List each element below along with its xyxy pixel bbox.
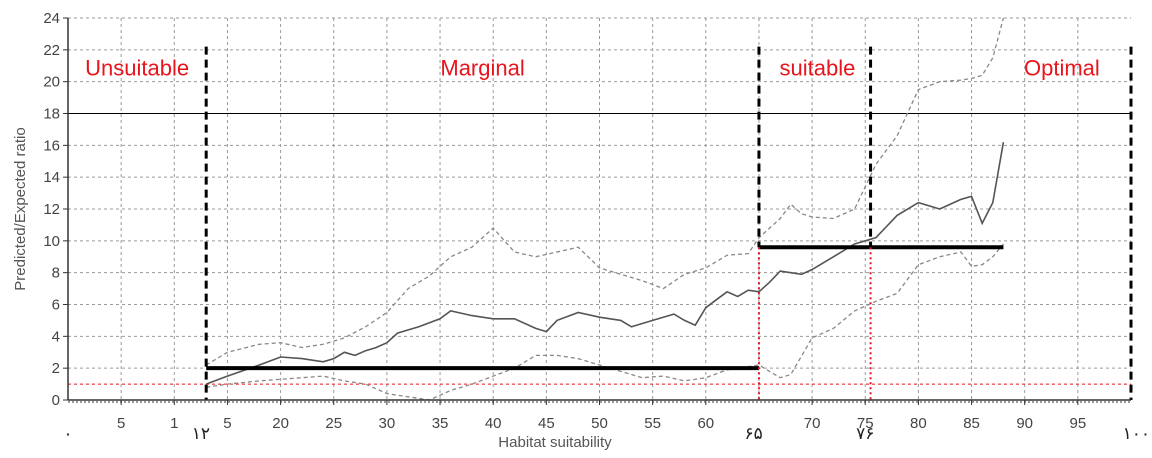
boundary-label: ١٠٠ [1123, 424, 1150, 444]
zone-label: Marginal [440, 55, 524, 80]
zone-boundaries [204, 46, 1133, 400]
x-tick-label: 75 [857, 415, 874, 432]
x-ticks: 5 1 5 20 25 30 35 40 45 50 55 60 70 75 80 85 90 95 [117, 400, 1086, 432]
y-axis-title: Predicted/Expected ratio [12, 127, 29, 290]
y-tick-label: 6 [52, 297, 60, 314]
y-tick-label: 12 [43, 201, 60, 218]
series-line-bound [206, 243, 1004, 401]
series-group [205, 17, 1005, 401]
y-tick-label: 22 [43, 42, 60, 59]
boundary-label: ۶۵ [745, 424, 763, 444]
boundary-label: ١٢ [192, 424, 210, 444]
y-tick-label: 4 [52, 328, 60, 345]
y-tick-label: 0 [52, 392, 60, 409]
y-tick-label: 24 [43, 10, 60, 27]
y-tick-label: 20 [43, 74, 60, 91]
x-tick-label: 25 [325, 415, 342, 432]
y-tick-label: 16 [43, 137, 60, 154]
x-tick-label: 40 [485, 415, 502, 432]
zone-label: Unsuitable [85, 55, 189, 80]
y-tick-label: 14 [43, 169, 60, 186]
zone-label: suitable [779, 55, 855, 80]
zone-labels: Unsuitable Marginal suitable Optimal [85, 55, 1100, 80]
x-tick-label: 20 [272, 415, 289, 432]
y-tick-label: 2 [52, 360, 60, 377]
y-tick-label: 18 [43, 106, 60, 123]
extra-x-labels: ٠ ١٢ ۶۵ ٧۶ ١٠٠ [63, 424, 1150, 444]
x-tick-label: 5 [223, 415, 231, 432]
x-tick-label: 70 [804, 415, 821, 432]
x-tick-label: 85 [963, 415, 980, 432]
x-tick-label: 45 [538, 415, 555, 432]
x-axis-title: Habitat suitability [498, 434, 612, 451]
x-tick-label: 1 [170, 415, 178, 432]
boundary-label: ٠ [63, 424, 72, 444]
x-tick-label: 50 [591, 415, 608, 432]
grid [68, 17, 1131, 400]
y-tick-label: 8 [52, 265, 60, 282]
series-line-bound [205, 17, 1005, 366]
x-tick-label: 55 [644, 415, 661, 432]
series-line-mean [205, 142, 1005, 385]
zone-label: Optimal [1024, 55, 1100, 80]
x-tick-label: 95 [1070, 415, 1087, 432]
y-tick-label: 10 [43, 233, 60, 250]
reference-lines [68, 113, 1131, 385]
x-tick-label: 30 [379, 415, 396, 432]
mean-levels [206, 245, 1004, 371]
x-tick-label: 60 [697, 415, 714, 432]
boundary-label: ٧۶ [856, 424, 874, 444]
x-tick-label: 35 [432, 415, 449, 432]
x-tick-label: 80 [910, 415, 927, 432]
x-tick-label: 90 [1016, 415, 1033, 432]
x-tick-label: 5 [117, 415, 125, 432]
